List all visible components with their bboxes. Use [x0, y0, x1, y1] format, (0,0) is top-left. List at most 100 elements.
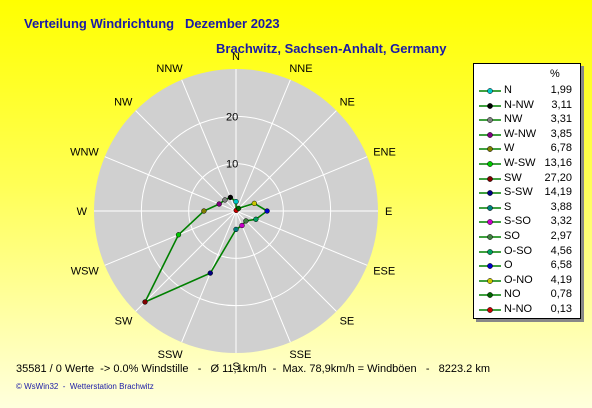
data-point: [222, 197, 228, 203]
legend-item-name: O-NO: [504, 273, 533, 286]
data-point: [251, 200, 257, 207]
legend-item-name: NW: [504, 113, 523, 126]
legend-item-value: 4,19: [550, 273, 572, 286]
legend-unit: %: [550, 68, 560, 80]
direction-label: SSW: [158, 349, 184, 361]
direction-label: NNE: [289, 63, 312, 75]
rose-spoke: [235, 210, 337, 312]
legend-item-name: N-NW: [504, 98, 534, 111]
legend-item-name: S-SW: [504, 186, 533, 199]
rose-spoke: [181, 79, 237, 212]
legend-swatch: [479, 117, 501, 124]
legend-item-name: O: [504, 259, 513, 272]
direction-label: ENE: [373, 147, 396, 159]
direction-label: W: [77, 206, 88, 218]
legend-swatch: [479, 175, 501, 182]
direction-label: WSW: [71, 265, 100, 277]
legend-item-name: O-SO: [504, 244, 533, 257]
data-point: [207, 270, 213, 276]
legend-item-value: 6,78: [550, 142, 572, 155]
chart-location: Brachwitz, Sachsen-Anhalt, Germany: [216, 41, 447, 56]
legend-item-value: 3,85: [550, 127, 572, 140]
legend-swatch: [479, 248, 501, 255]
direction-label: N: [232, 51, 240, 63]
data-point: [142, 299, 148, 305]
legend-item-name: N: [504, 84, 512, 96]
legend-item-name: SW: [504, 171, 522, 184]
legend-item-value: 3,31: [550, 113, 572, 126]
legend-item-name: S: [504, 200, 512, 213]
legend-item: W-SW 13,16: [474, 157, 580, 171]
legend-item: N-NW 3,11: [474, 99, 580, 113]
rose-spoke: [235, 79, 291, 212]
legend-item-value: 1,99: [550, 84, 572, 96]
legend-swatch: [479, 219, 501, 226]
legend-item-value: 14,19: [544, 186, 572, 199]
data-point: [235, 205, 242, 212]
legend-item: O 6,58: [474, 259, 580, 273]
legend-item-name: SO: [504, 230, 520, 242]
legend-item: N-NO 0,13: [474, 303, 580, 317]
legend-item-value: 3,11: [551, 98, 572, 111]
direction-label: SSE: [289, 349, 311, 361]
chart-title: Verteilung Windrichtung Dezember 2023: [24, 16, 280, 31]
data-point: [233, 226, 239, 233]
rose-spoke: [235, 156, 368, 212]
direction-label: NW: [114, 96, 133, 108]
legend-swatch: [479, 102, 501, 109]
legend-item-name: NO: [504, 288, 521, 301]
data-point: [175, 232, 182, 238]
direction-label: ESE: [373, 265, 395, 277]
legend-item-name: N-NO: [504, 303, 533, 315]
legend-item-value: 6,58: [550, 259, 572, 272]
footer-credit: © WsWin32 - Wetterstation Brachwitz: [16, 382, 154, 391]
legend-item-value: 0,78: [550, 288, 572, 301]
legend-item: S 3,88: [474, 201, 580, 215]
legend-swatch: [479, 131, 501, 138]
direction-label: SE: [340, 316, 355, 328]
legend-item: S-SO 3,32: [474, 215, 580, 229]
legend-item: SW 27,20: [474, 172, 580, 186]
legend-swatch: [479, 277, 501, 284]
legend-item-name: S-SO: [504, 215, 531, 228]
rose-spoke: [104, 210, 237, 266]
data-point: [264, 208, 270, 214]
rose-spoke: [235, 210, 291, 343]
legend-item-value: 13,16: [544, 157, 572, 169]
legend-item-value: 2,97: [550, 230, 572, 242]
legend-swatch: [479, 161, 501, 167]
legend: % N 1,99 N-NW 3,11 NW 3,31 W-NW 3,85 W 6,78 W-SW 13…: [473, 63, 581, 319]
data-point: [243, 218, 249, 224]
legend-swatch: [479, 146, 501, 153]
legend-swatch: [479, 190, 501, 197]
data-point: [216, 201, 222, 207]
direction-label: WNW: [70, 147, 99, 159]
legend-item: O-SO 4,56: [474, 245, 580, 259]
data-point: [227, 194, 234, 201]
legend-swatch: [479, 263, 501, 270]
direction-label: NNW: [156, 63, 183, 75]
direction-label: SW: [115, 316, 133, 328]
data-point: [233, 198, 239, 205]
legend-item-value: 4,56: [550, 244, 572, 257]
ring-label: 10: [226, 159, 238, 171]
legend-item-value: 27,20: [544, 171, 572, 184]
legend-swatch: [479, 88, 501, 94]
direction-label: S: [232, 361, 239, 373]
legend-item: SO 2,97: [474, 230, 580, 244]
legend-item: NW 3,31: [474, 113, 580, 127]
legend-swatch: [479, 204, 501, 211]
legend-swatch: [479, 292, 501, 299]
ring-label: 20: [226, 111, 238, 123]
legend-swatch: [479, 234, 501, 240]
legend-item: NO 0,78: [474, 288, 580, 302]
legend-item-name: W-NW: [504, 127, 537, 140]
legend-item: W-NW 3,85: [474, 128, 580, 142]
direction-label: NE: [340, 96, 355, 108]
data-point: [253, 216, 259, 222]
legend-item: O-NO 4,19: [474, 274, 580, 288]
rose-spoke: [181, 210, 237, 343]
legend-item-value: 0,13: [550, 303, 572, 315]
legend-item: N 1,99: [474, 84, 580, 98]
